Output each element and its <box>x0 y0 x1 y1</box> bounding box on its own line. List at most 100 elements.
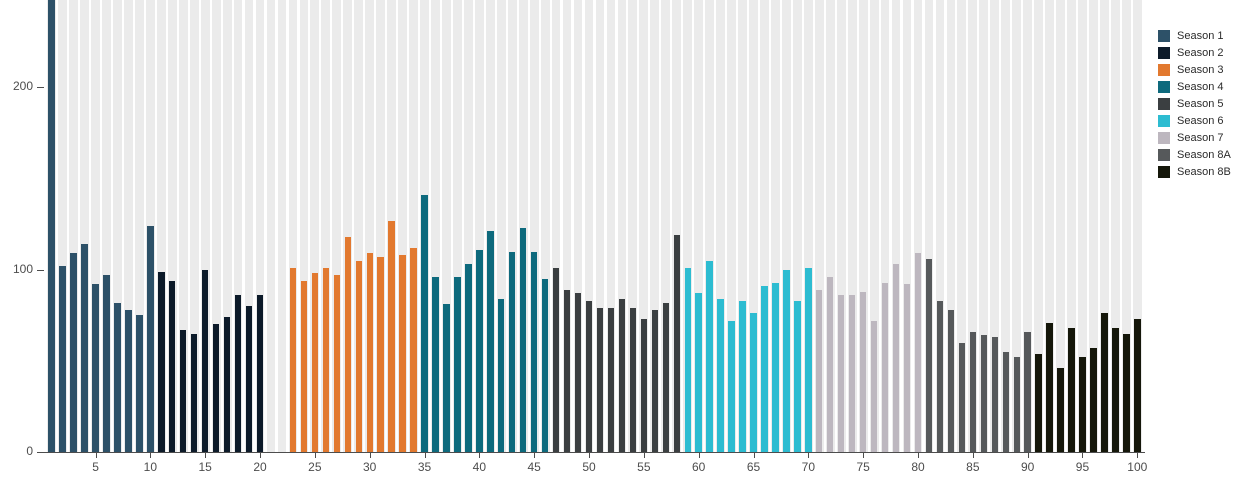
bar[interactable] <box>739 300 746 452</box>
legend-item[interactable]: Season 5 <box>1158 98 1231 110</box>
legend-item[interactable]: Season 6 <box>1158 115 1231 127</box>
bar[interactable] <box>618 298 626 452</box>
bar[interactable] <box>476 249 483 452</box>
bar[interactable] <box>191 333 198 452</box>
bar[interactable] <box>651 309 658 452</box>
bar[interactable] <box>903 284 911 452</box>
bar[interactable] <box>158 271 165 452</box>
bar[interactable] <box>1035 353 1042 452</box>
bar[interactable] <box>870 320 878 452</box>
bar[interactable] <box>531 251 538 452</box>
legend-item[interactable]: Season 4 <box>1158 81 1231 93</box>
bar[interactable] <box>881 282 889 452</box>
bar[interactable] <box>212 324 220 452</box>
legend-item[interactable]: Season 1 <box>1158 30 1231 42</box>
bar[interactable] <box>311 273 319 452</box>
bar[interactable] <box>640 318 648 452</box>
bar[interactable] <box>761 286 768 452</box>
bar[interactable] <box>487 231 494 452</box>
bar[interactable] <box>322 267 329 452</box>
legend-item[interactable]: Season 2 <box>1158 47 1231 59</box>
bar[interactable] <box>838 295 845 452</box>
bar[interactable] <box>48 0 55 452</box>
bar[interactable] <box>662 302 669 452</box>
bar[interactable] <box>300 280 308 452</box>
bar[interactable] <box>465 264 472 452</box>
bar[interactable] <box>925 258 933 452</box>
bar[interactable] <box>223 317 231 452</box>
bar[interactable] <box>750 313 757 452</box>
bar[interactable] <box>1057 368 1064 452</box>
bar[interactable] <box>684 267 691 452</box>
bar[interactable] <box>728 320 735 452</box>
bar[interactable] <box>59 266 66 452</box>
bar[interactable] <box>256 295 264 452</box>
bar[interactable] <box>805 267 812 452</box>
bar[interactable] <box>1112 328 1119 452</box>
bar[interactable] <box>509 251 516 452</box>
bar[interactable] <box>454 277 461 452</box>
legend-item[interactable]: Season 8A <box>1158 149 1231 161</box>
bar[interactable] <box>234 295 242 452</box>
bar[interactable] <box>629 308 637 452</box>
bar[interactable] <box>1024 331 1031 452</box>
bar[interactable] <box>245 306 253 452</box>
bar[interactable] <box>377 256 384 452</box>
bar[interactable] <box>81 244 88 452</box>
bar[interactable] <box>136 315 143 452</box>
bar[interactable] <box>1090 348 1097 452</box>
bar[interactable] <box>1002 351 1009 452</box>
legend-item[interactable]: Season 7 <box>1158 132 1231 144</box>
bar[interactable] <box>1079 357 1086 452</box>
bar[interactable] <box>92 284 99 452</box>
bar[interactable] <box>816 289 823 452</box>
legend-item[interactable]: Season 8B <box>1158 166 1231 178</box>
bar[interactable] <box>958 342 966 452</box>
legend-item[interactable]: Season 3 <box>1158 64 1231 76</box>
bar[interactable] <box>180 329 187 452</box>
bar[interactable] <box>388 220 395 452</box>
bar[interactable] <box>520 227 527 452</box>
bar[interactable] <box>125 309 132 452</box>
bar[interactable] <box>202 269 209 452</box>
bar[interactable] <box>541 278 549 452</box>
bar[interactable] <box>1101 313 1108 452</box>
bar[interactable] <box>366 253 373 452</box>
bar[interactable] <box>443 304 450 452</box>
bar[interactable] <box>114 302 121 452</box>
bar[interactable] <box>827 277 834 452</box>
bar[interactable] <box>1068 328 1075 452</box>
bar[interactable] <box>717 298 724 452</box>
bar[interactable] <box>169 280 176 452</box>
bar[interactable] <box>432 277 439 452</box>
bar[interactable] <box>333 275 340 452</box>
bar[interactable] <box>892 264 900 452</box>
bar[interactable] <box>399 255 406 452</box>
bar[interactable] <box>849 295 856 452</box>
bar[interactable] <box>1134 318 1141 452</box>
bar[interactable] <box>991 337 998 452</box>
bar[interactable] <box>289 267 297 452</box>
bar[interactable] <box>421 195 428 452</box>
bar[interactable] <box>969 331 976 452</box>
bar[interactable] <box>147 226 154 452</box>
bar[interactable] <box>355 260 362 452</box>
bar[interactable] <box>585 300 593 452</box>
bar[interactable] <box>859 291 867 452</box>
bar[interactable] <box>410 247 417 452</box>
bar[interactable] <box>103 275 110 452</box>
bar[interactable] <box>794 300 801 452</box>
bar[interactable] <box>914 253 922 452</box>
bar[interactable] <box>783 269 790 452</box>
bar[interactable] <box>563 289 571 452</box>
bar[interactable] <box>344 236 351 452</box>
bar[interactable] <box>947 309 955 452</box>
bar[interactable] <box>695 293 702 452</box>
bar[interactable] <box>772 282 779 452</box>
bar[interactable] <box>936 300 944 452</box>
bar[interactable] <box>498 298 505 452</box>
bar[interactable] <box>596 308 604 452</box>
bar[interactable] <box>607 308 615 452</box>
bar[interactable] <box>706 260 713 452</box>
bar[interactable] <box>1046 322 1053 452</box>
